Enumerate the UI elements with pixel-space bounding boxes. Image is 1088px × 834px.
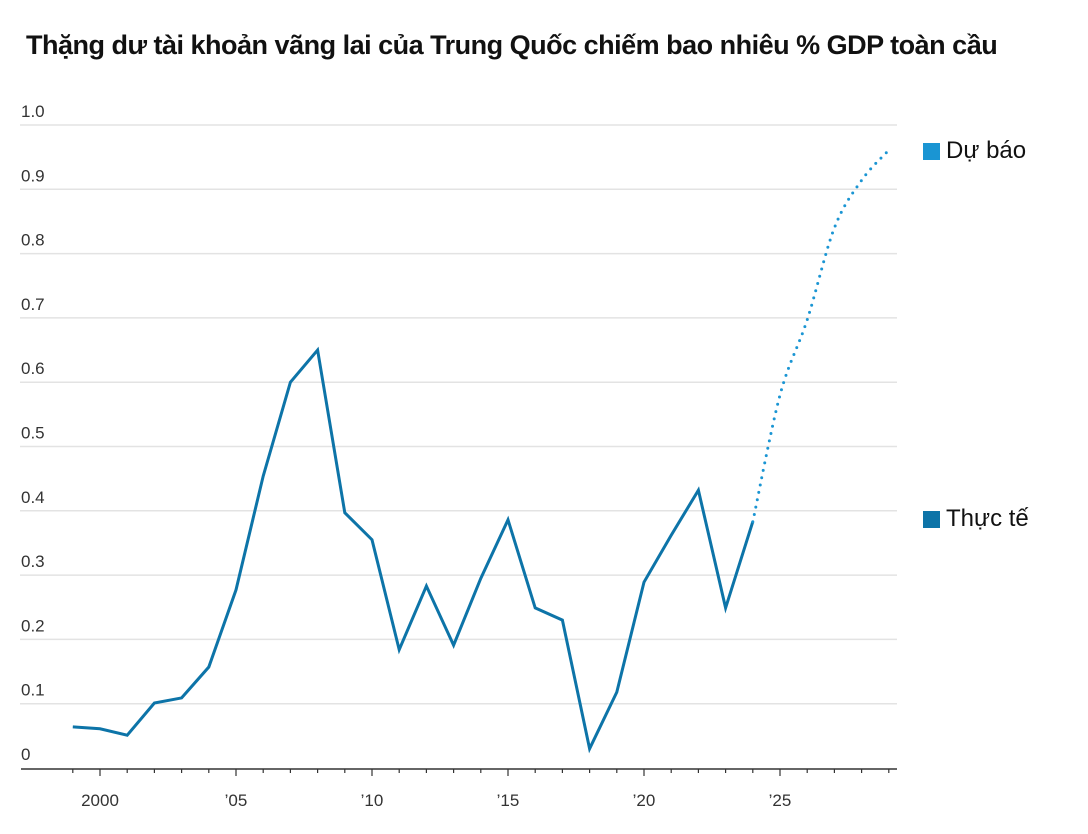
y-tick-label: 0.9 [21,166,45,185]
legend-label-actual: Thực tế [946,505,1029,532]
series-line-actual [72,346,755,754]
legend-item-forecast: Dự báo [923,137,1026,165]
y-tick-label: 0.6 [21,359,45,378]
x-tick-label: 2000 [81,791,119,810]
y-tick-label: 0.7 [21,295,45,314]
y-tick-label: 0 [21,745,30,764]
x-tick-label: ’10 [361,791,384,810]
legend-swatch-forecast [923,142,940,160]
x-tick-label: ’25 [769,791,792,810]
x-tick-label: ’05 [225,791,248,810]
y-tick-label: 0.3 [21,552,45,571]
series-line-forecast [751,148,891,524]
x-tick-label: ’20 [633,791,656,810]
legend-swatch-actual [923,510,940,528]
legend-label-forecast: Dự báo [946,137,1027,164]
legend-item-actual: Thực tế [923,505,1029,533]
y-tick-label: 0.8 [21,231,45,250]
y-tick-label: 0.4 [21,488,45,507]
y-tick-label: 0.1 [21,681,45,700]
x-tick-label: ’15 [497,791,520,810]
chart-title: Thặng dư tài khoản vãng lai của Trung Qu… [26,30,998,60]
y-tick-label: 0.2 [21,616,45,635]
y-tick-label: 0.5 [21,424,45,443]
y-tick-label: 1.0 [21,102,45,121]
